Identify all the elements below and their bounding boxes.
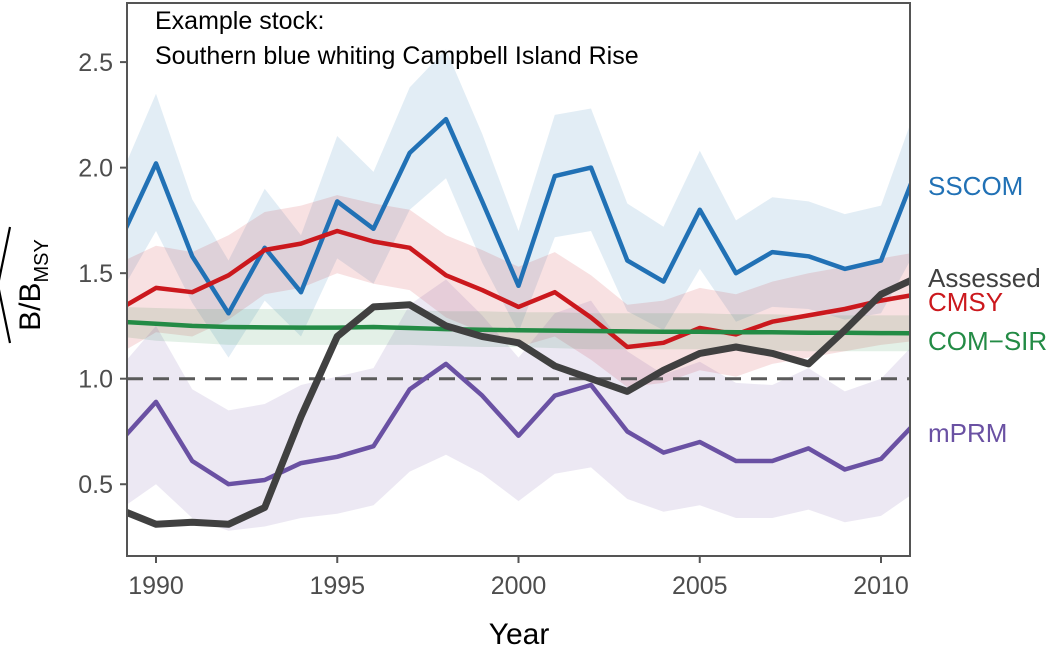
band-sscom bbox=[127, 49, 910, 358]
band-mprm bbox=[127, 279, 910, 531]
y-axis-title-subscript: MSY bbox=[31, 239, 53, 282]
series-label-comsir: COM−SIR bbox=[928, 326, 1047, 356]
annotation-line-2: Southern blue whiting Campbell Island Ri… bbox=[155, 42, 639, 70]
y-tick-label: 1.5 bbox=[78, 260, 113, 288]
y-axis-title-main: B/B bbox=[14, 282, 47, 330]
line-cmsy bbox=[127, 228, 910, 350]
x-tick-label: 2000 bbox=[491, 572, 547, 600]
x-axis-title: Year bbox=[489, 618, 550, 651]
plot-area bbox=[127, 49, 910, 531]
x-tick-label: 2005 bbox=[672, 572, 728, 600]
line-sscom bbox=[127, 116, 910, 316]
y-axis-title: B/BMSY bbox=[0, 226, 53, 344]
series-label-mprm: mPRM bbox=[928, 418, 1007, 448]
series-label-assessed: Assessed bbox=[928, 263, 1041, 293]
x-axis: 1990 1995 2000 2005 2010 bbox=[128, 556, 909, 600]
series-lines bbox=[127, 116, 910, 528]
annotation-line-1: Example stock: bbox=[155, 7, 325, 35]
x-tick-label: 1995 bbox=[309, 572, 365, 600]
y-tick-label: 1.0 bbox=[78, 366, 113, 394]
series-label-sscom: SSCOM bbox=[928, 171, 1023, 201]
svg-text:B/BMSY: B/BMSY bbox=[14, 239, 53, 331]
series-label-cmsy: CMSY bbox=[928, 287, 1003, 317]
x-tick-label: 2010 bbox=[853, 572, 909, 600]
y-tick-label: 2.0 bbox=[78, 155, 113, 183]
line-mprm bbox=[127, 361, 910, 487]
y-axis: 0.5 1.0 1.5 2.0 2.5 bbox=[78, 49, 127, 499]
x-tick-label: 1990 bbox=[128, 572, 184, 600]
line-assessed bbox=[127, 276, 910, 528]
y-tick-label: 2.5 bbox=[78, 49, 113, 77]
line-comsir bbox=[127, 319, 910, 336]
y-tick-label: 0.5 bbox=[78, 471, 113, 499]
y-axis-title-hat bbox=[0, 226, 12, 344]
